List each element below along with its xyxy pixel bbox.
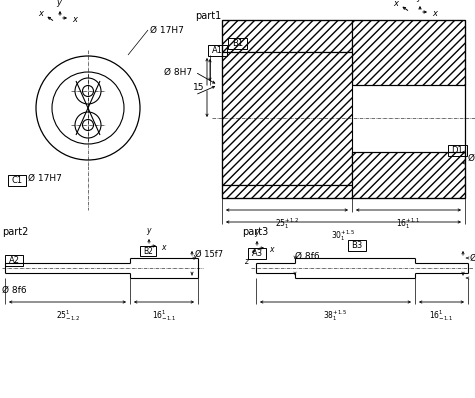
- Bar: [348, 240, 366, 251]
- Text: part1: part1: [195, 11, 221, 21]
- Text: x: x: [432, 8, 437, 18]
- Text: $25^{+1.2}_{1}$: $25^{+1.2}_{1}$: [275, 216, 299, 231]
- Text: $38^{+1.5}_{1}$: $38^{+1.5}_{1}$: [323, 308, 348, 323]
- Text: x: x: [393, 0, 398, 8]
- Text: A1: A1: [212, 46, 223, 55]
- Text: y: y: [417, 0, 421, 2]
- Text: D1: D1: [452, 146, 464, 155]
- Text: C1: C1: [11, 176, 23, 185]
- Text: $25^{1}_{-1.2}$: $25^{1}_{-1.2}$: [56, 308, 79, 323]
- Text: $16^{1}_{-1.1}$: $16^{1}_{-1.1}$: [152, 308, 176, 323]
- Bar: [352, 152, 465, 198]
- Text: part3: part3: [242, 227, 268, 237]
- Bar: [228, 38, 247, 49]
- Bar: [248, 248, 266, 259]
- Text: Ø 15f7: Ø 15f7: [470, 254, 475, 263]
- Bar: [352, 20, 465, 85]
- Text: x: x: [269, 244, 274, 254]
- Text: A2: A2: [9, 256, 19, 265]
- Text: $16^{1}_{-1.1}$: $16^{1}_{-1.1}$: [429, 308, 454, 323]
- Text: Ø 8f6: Ø 8f6: [2, 285, 27, 295]
- Text: Ø 17H7: Ø 17H7: [150, 25, 184, 35]
- Text: Ø 17H7: Ø 17H7: [28, 174, 62, 183]
- Text: x: x: [38, 10, 43, 18]
- Bar: [448, 145, 467, 156]
- Text: B2: B2: [143, 246, 153, 256]
- Text: B1: B1: [232, 39, 243, 48]
- Text: $16^{+1.1}_{1}$: $16^{+1.1}_{1}$: [396, 216, 421, 231]
- Text: 15: 15: [192, 84, 204, 92]
- Text: part2: part2: [2, 227, 28, 237]
- Bar: [222, 185, 352, 198]
- Bar: [222, 52, 352, 185]
- Text: Ø 15f7: Ø 15f7: [195, 250, 223, 258]
- Bar: [208, 45, 227, 56]
- Bar: [222, 20, 352, 52]
- Text: z: z: [244, 257, 248, 266]
- Text: B3: B3: [352, 241, 362, 250]
- Bar: [5, 255, 23, 266]
- Text: A3: A3: [251, 249, 263, 258]
- Text: y: y: [254, 228, 258, 237]
- Text: y: y: [146, 226, 150, 235]
- Bar: [140, 246, 156, 256]
- Text: y: y: [57, 0, 61, 7]
- Text: Ø 8H7: Ø 8H7: [164, 68, 192, 76]
- Text: x: x: [161, 242, 165, 252]
- Text: $30^{+1.5}_{1}$: $30^{+1.5}_{1}$: [332, 228, 356, 243]
- Text: Ø 8f6: Ø 8f6: [295, 252, 320, 261]
- Text: Ø 8H7: Ø 8H7: [468, 154, 475, 162]
- Text: x: x: [72, 14, 77, 23]
- Bar: [8, 175, 26, 186]
